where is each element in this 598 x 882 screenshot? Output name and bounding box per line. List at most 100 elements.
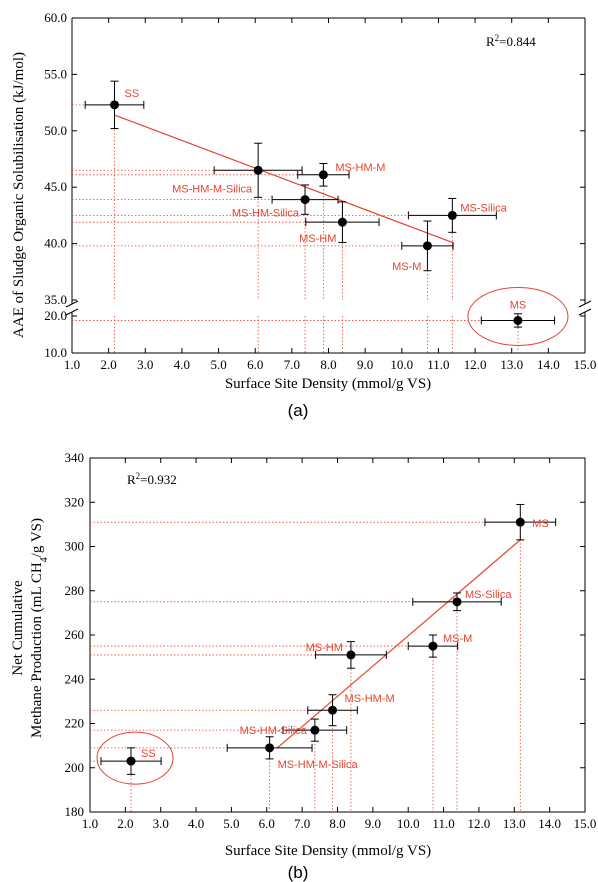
y-tick-label: 300 [65, 539, 85, 554]
data-marker [110, 100, 120, 110]
y-tick-label: 220 [65, 716, 85, 731]
y-tick-label: 45.0 [44, 179, 67, 194]
x-tick-label: 9.0 [357, 357, 373, 372]
y-tick-label: 200 [65, 760, 85, 775]
data-point-ms-hm-m-silica [226, 736, 313, 760]
x-tick-label: 4.0 [174, 357, 190, 372]
x-tick-label: 2.0 [101, 357, 117, 372]
data-point-ms-hm-m [307, 694, 358, 727]
x-tick-label: 10.0 [397, 816, 420, 831]
axis-ticks-a: 1.0 2.0 3.0 4.0 5.0 6.0 7.0 8.0 9.0 10.0 11.0 12.0 1… [44, 10, 596, 372]
point-label-ms-silica: MS-Silica [465, 589, 512, 601]
data-marker [422, 241, 432, 251]
x-axis-title-a: Surface Site Density (mmol/g VS) [225, 376, 431, 392]
y-tick-label: 60.0 [44, 10, 67, 25]
point-label-ms-hm-silica: MS-HM-Silica [232, 208, 300, 220]
y-axis-title-a: AAE of Sludge Organic Solubilisation (kJ… [11, 52, 27, 338]
x-tick-label: 14.0 [537, 357, 560, 372]
data-marker [428, 641, 438, 651]
data-points-b [100, 503, 557, 775]
chart-panel-a: 1.0 2.0 3.0 4.0 5.0 6.0 7.0 8.0 9.0 10.0 11.0 12.0 1… [11, 10, 596, 420]
data-point-ms-hm-m-silica [213, 142, 303, 198]
data-marker [447, 210, 457, 220]
x-tick-label: 6.0 [259, 816, 275, 831]
regression-line [277, 539, 521, 749]
data-point-ms-m [407, 634, 459, 658]
data-point-ms [484, 503, 557, 541]
x-tick-label: 3.0 [137, 357, 153, 372]
panel-label-b: (b) [288, 863, 309, 882]
fit-line-b [277, 539, 521, 749]
x-tick-label: 15.0 [574, 816, 597, 831]
point-label-ss: SS [141, 748, 156, 760]
x-tick-label: 13.0 [500, 357, 523, 372]
r2-annotation-a: R2=0.844 [486, 33, 536, 49]
data-point-ms-m [401, 220, 454, 272]
data-points-a [84, 80, 556, 328]
x-tick-label: 3.0 [153, 816, 169, 831]
axis-break-mark [65, 308, 79, 316]
data-point-ms-hm-silica [282, 718, 348, 742]
point-label-ms-hm-m-silica: MS-HM-M-Silica [172, 183, 253, 195]
y-tick-label: 20.0 [44, 308, 67, 323]
x-tick-label: 9.0 [365, 816, 381, 831]
data-marker [513, 315, 523, 325]
y-axis-title-b-line1: Net Cumulative [10, 580, 26, 676]
data-marker [300, 195, 310, 205]
x-tick-label: 14.0 [538, 816, 561, 831]
x-tick-label: 5.0 [223, 816, 239, 831]
data-marker [126, 756, 136, 766]
y-tick-label: 340 [65, 450, 85, 465]
x-tick-label: 4.0 [188, 816, 204, 831]
point-label-ms-silica: MS-Silica [460, 202, 507, 214]
data-marker [265, 743, 275, 753]
fit-line-a [114, 114, 453, 244]
point-label-ss: SS [125, 88, 140, 100]
point-label-ms-hm-m: MS-HM-M [335, 162, 385, 174]
y-tick-label: 320 [65, 494, 85, 509]
data-point-ms [480, 313, 556, 328]
y-tick-label: 40.0 [44, 236, 67, 251]
highlight-ellipse [467, 286, 569, 346]
x-axis-title-b: Surface Site Density (mmol/g VS) [225, 843, 431, 859]
x-tick-label: 7.0 [294, 816, 310, 831]
y-tick-label: 50.0 [44, 123, 67, 138]
data-point-ms-hm-m [297, 163, 350, 187]
x-tick-label: 11.0 [432, 816, 454, 831]
point-label-ms-m: MS-M [443, 633, 472, 645]
x-tick-label: 8.0 [329, 816, 345, 831]
x-tick-label: 6.0 [247, 357, 263, 372]
data-point-ms-silica [407, 197, 497, 233]
data-point-ms-silica [412, 592, 502, 612]
x-tick-label: 2.0 [117, 816, 133, 831]
point-label-ms-m: MS-M [392, 261, 421, 273]
y-tick-label: 260 [65, 627, 85, 642]
data-marker [452, 597, 462, 607]
axis-break-mark [65, 300, 79, 308]
panel-label-a: (a) [288, 401, 309, 420]
guide-lines-b [90, 521, 521, 812]
point-label-ms: MS [532, 518, 549, 530]
x-tick-label: 5.0 [210, 357, 226, 372]
axis-ticks-b: 1.0 2.0 3.0 4.0 5.0 6.0 7.0 8.0 9.0 10.0 11.0 12.0 1… [65, 450, 597, 831]
data-marker [346, 650, 356, 660]
point-label-ms-hm: MS-HM [306, 642, 343, 654]
x-tick-label: 12.0 [464, 357, 487, 372]
data-marker [337, 217, 347, 227]
axis-break-mark [578, 300, 592, 308]
point-labels-b: SS MS-HM-M-Silica MS-HM-Silica MS-HM-M MS-HM… [96, 518, 549, 785]
guide-lines-a [72, 104, 519, 353]
y-tick-label: 10.0 [44, 345, 67, 360]
x-tick-label: 11.0 [427, 357, 449, 372]
axis-break-mark [578, 308, 592, 316]
data-point-ss [84, 80, 145, 130]
y-tick-label: 55.0 [44, 66, 67, 81]
data-point-ms-hm-silica [271, 184, 339, 215]
y-tick-label: 180 [65, 804, 85, 819]
x-tick-label: 8.0 [320, 357, 336, 372]
x-tick-label: 1.0 [64, 357, 80, 372]
x-tick-label: 12.0 [468, 816, 491, 831]
x-tick-label: 1.0 [82, 816, 98, 831]
point-label-ms: MS [510, 299, 527, 311]
data-marker [253, 165, 263, 175]
